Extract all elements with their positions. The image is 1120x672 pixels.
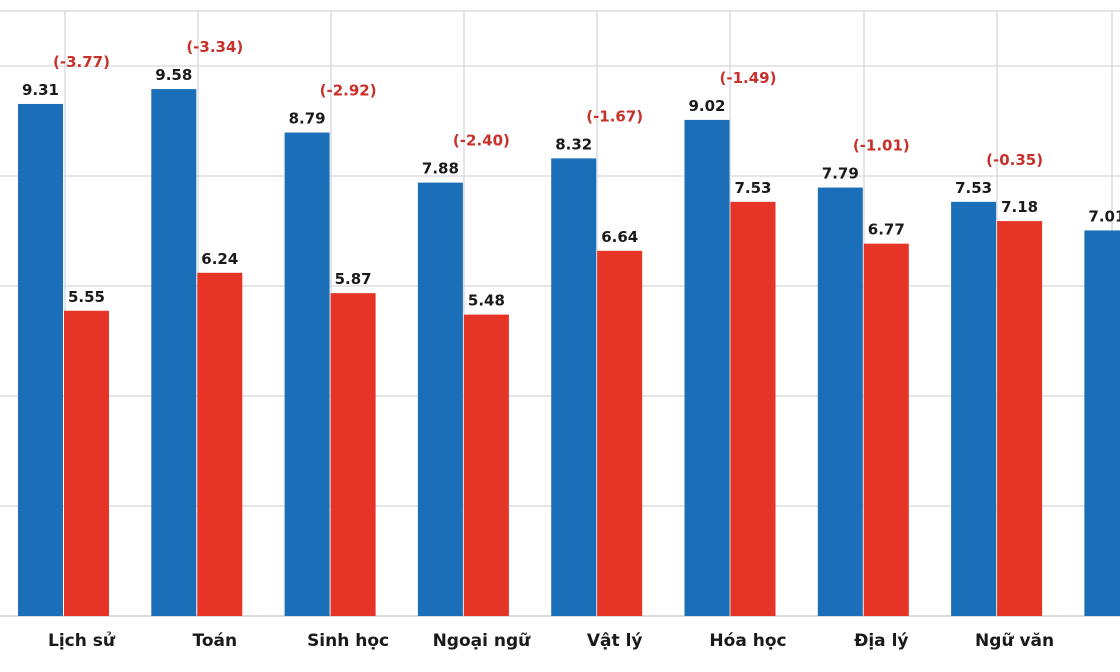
bar-series-2: [197, 272, 243, 616]
bar-series-2: [330, 293, 376, 616]
x-tick-label: Toán: [193, 631, 238, 651]
bar-series-1: [417, 182, 463, 616]
difference-label: (-2.40): [453, 132, 510, 150]
x-tick-label: Vật lý: [587, 631, 643, 651]
value-label: 7.88: [422, 160, 459, 178]
bar-series-2: [730, 201, 776, 616]
value-label: 6.24: [201, 250, 238, 268]
x-tick-label: Sinh học: [307, 631, 389, 651]
value-label: 9.58: [155, 66, 192, 84]
bar-series-1: [684, 119, 730, 617]
x-tick-label: Lịch sử: [48, 631, 116, 651]
bar-series-1: [551, 158, 597, 616]
bar-series-1: [151, 89, 197, 617]
value-label: 5.48: [468, 292, 505, 310]
x-tick-label: Ngoại ngữ: [433, 631, 532, 651]
difference-label: (-3.77): [53, 53, 110, 71]
value-label: 5.87: [335, 270, 372, 288]
bar-series-1: [284, 132, 330, 617]
difference-label: (-1.49): [720, 69, 777, 87]
x-tick-label: Ngữ văn: [975, 631, 1054, 651]
bar-series-2: [863, 243, 909, 616]
difference-label: (-1.67): [586, 107, 643, 125]
bar-series-1: [817, 187, 863, 617]
difference-label: (-1.01): [853, 137, 910, 155]
value-label: 7.53: [734, 179, 771, 197]
bar-series-1: [18, 103, 63, 616]
value-label: 5.55: [68, 288, 105, 306]
value-label: 6.64: [601, 228, 638, 246]
value-label: 7.01: [1088, 207, 1120, 225]
difference-label: (-3.34): [186, 38, 243, 56]
difference-label: (-0.35): [986, 151, 1043, 169]
value-label: 7.18: [1001, 198, 1038, 216]
value-label: 9.31: [22, 81, 59, 99]
x-tick-label: Địa lý: [854, 631, 908, 651]
difference-label: (-2.92): [320, 82, 377, 100]
bar-series-2: [64, 310, 109, 616]
value-label: 6.77: [868, 221, 905, 239]
bar-series-2: [997, 221, 1043, 616]
value-label: 8.79: [289, 110, 326, 128]
value-label: 7.53: [955, 179, 992, 197]
value-label: 7.79: [822, 165, 859, 183]
bar-series-2: [463, 314, 509, 616]
bar-series-1: [951, 201, 997, 616]
bar-series-1: [1084, 230, 1120, 616]
bar-series-2: [597, 250, 643, 617]
x-tick-label: Hóa học: [709, 631, 786, 651]
value-label: 8.32: [555, 135, 592, 153]
value-label: 9.02: [688, 97, 725, 115]
